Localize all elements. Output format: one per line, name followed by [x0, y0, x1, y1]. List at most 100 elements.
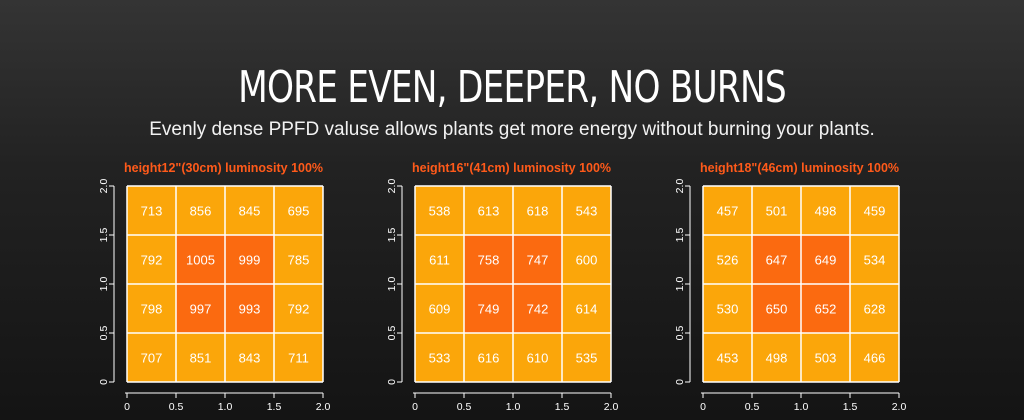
x-tick-label: 0.5	[169, 401, 184, 413]
cell-value: 792	[288, 302, 310, 317]
heatmap-cell	[415, 186, 464, 235]
cell-value: 533	[429, 351, 451, 366]
page-title: MORE EVEN, DEEPER, NO BURNS	[238, 62, 787, 113]
heatmap-cell	[850, 186, 899, 235]
cell-value: 534	[864, 253, 886, 268]
cell-value: 538	[429, 204, 451, 219]
heatmap-cell	[850, 235, 899, 284]
x-tick-label: 1.0	[506, 401, 521, 413]
heatmap-cell	[176, 284, 225, 333]
heatmap-cell	[415, 235, 464, 284]
cell-value: 713	[141, 204, 163, 219]
heatmap-cell	[703, 333, 752, 382]
cell-value: 600	[576, 253, 598, 268]
cell-value: 609	[429, 302, 451, 317]
cell-value: 749	[478, 302, 500, 317]
cell-value: 616	[478, 351, 500, 366]
heatmap-cell	[513, 333, 562, 382]
x-tick-label: 1.0	[218, 401, 233, 413]
x-tick-label: 1.0	[794, 401, 809, 413]
heatmap-cell	[562, 333, 611, 382]
y-tick-label: 0.5	[674, 326, 686, 341]
heatmap-cell	[703, 235, 752, 284]
heatmap-cell	[850, 333, 899, 382]
heatmap-cell	[127, 235, 176, 284]
heatmap-cell	[127, 186, 176, 235]
cell-value: 785	[288, 253, 310, 268]
cell-value: 856	[190, 204, 212, 219]
cell-value: 530	[717, 302, 739, 317]
cell-value: 997	[190, 302, 212, 317]
heatmap-cell	[752, 235, 801, 284]
heatmap-cell	[801, 186, 850, 235]
cell-value: 742	[527, 302, 549, 317]
heatmap-cell	[513, 284, 562, 333]
heatmap-cell	[176, 333, 225, 382]
y-tick-label: 0	[674, 379, 686, 385]
cell-value: 652	[815, 302, 837, 317]
cell-value: 614	[576, 302, 598, 317]
heatmap-cell	[274, 333, 323, 382]
heatmap-cell	[801, 284, 850, 333]
heatmap-cell	[752, 186, 801, 235]
heatmap-cell	[176, 235, 225, 284]
heatmap-cell	[464, 186, 513, 235]
y-tick-label: 2.0	[98, 179, 110, 194]
cell-value: 758	[478, 253, 500, 268]
page-subtitle: Evenly dense PPFD valuse allows plants g…	[149, 119, 875, 140]
y-tick-label: 1.5	[98, 228, 110, 243]
y-tick-label: 1.0	[98, 277, 110, 292]
x-tick-label: 0.5	[457, 401, 472, 413]
cell-value: 618	[527, 204, 549, 219]
x-tick-label: 0	[124, 401, 130, 413]
y-tick-label: 0.5	[386, 326, 398, 341]
heatmap-cell	[274, 186, 323, 235]
y-tick-label: 2.0	[674, 179, 686, 194]
heatmap-cell	[127, 284, 176, 333]
heatmap-cell	[562, 284, 611, 333]
cell-value: 747	[527, 253, 549, 268]
y-tick-label: 0.5	[98, 326, 110, 341]
x-tick-label: 0.5	[745, 401, 760, 413]
heatmap-cell	[703, 186, 752, 235]
cell-value: 611	[429, 253, 450, 268]
y-tick-label: 1.5	[674, 228, 686, 243]
cell-value: 459	[864, 204, 886, 219]
x-tick-label: 1.5	[843, 401, 858, 413]
y-tick-label: 1.0	[674, 277, 686, 292]
x-tick-label: 2.0	[604, 401, 619, 413]
cell-value: 526	[717, 253, 739, 268]
x-tick-label: 0	[700, 401, 706, 413]
heatmap-cell	[225, 186, 274, 235]
cell-value: 649	[815, 253, 837, 268]
cell-value: 628	[864, 302, 886, 317]
heatmap-cell	[752, 284, 801, 333]
cell-value: 613	[478, 204, 500, 219]
heatmap-cell	[703, 284, 752, 333]
cell-value: 498	[815, 204, 837, 219]
heatmap-cell	[415, 333, 464, 382]
x-tick-label: 2.0	[316, 401, 331, 413]
cell-value: 843	[239, 351, 261, 366]
chart-title: height18"(46cm) luminosity 100%	[700, 161, 900, 175]
heatmap-cell	[562, 186, 611, 235]
heatmap-cell	[225, 333, 274, 382]
heatmap-cell	[850, 284, 899, 333]
heatmap-cell	[225, 235, 274, 284]
cell-value: 707	[141, 351, 163, 366]
cell-value: 647	[766, 253, 788, 268]
chart-title: height12"(30cm) luminosity 100%	[124, 161, 324, 175]
cell-value: 999	[239, 253, 261, 268]
cell-value: 845	[239, 204, 261, 219]
cell-value: 650	[766, 302, 788, 317]
y-tick-label: 1.0	[386, 277, 398, 292]
cell-value: 543	[576, 204, 598, 219]
heatmap-cell	[513, 186, 562, 235]
chart-title: height16"(41cm) luminosity 100%	[412, 161, 612, 175]
cell-value: 798	[141, 302, 163, 317]
x-tick-label: 0	[412, 401, 418, 413]
cell-value: 1005	[186, 253, 215, 268]
